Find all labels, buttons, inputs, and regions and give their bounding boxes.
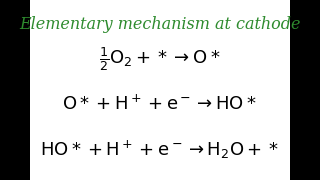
Text: $\mathrm{HO}* + \mathrm{H}^+ + \mathrm{e}^- \rightarrow \mathrm{H}_2\mathrm{O} +: $\mathrm{HO}* + \mathrm{H}^+ + \mathrm{e…: [40, 138, 280, 161]
Text: Elementary mechanism at cathode: Elementary mechanism at cathode: [19, 16, 301, 33]
Text: $\mathrm{O}* + \mathrm{H}^+ + \mathrm{e}^- \rightarrow \mathrm{HO}*$: $\mathrm{O}* + \mathrm{H}^+ + \mathrm{e}…: [62, 95, 258, 114]
Text: $\frac{1}{2}\mathrm{O}_2 + * \rightarrow \mathrm{O}*$: $\frac{1}{2}\mathrm{O}_2 + * \rightarrow…: [99, 46, 221, 73]
Text: 1: 1: [302, 169, 307, 178]
FancyBboxPatch shape: [30, 0, 290, 180]
